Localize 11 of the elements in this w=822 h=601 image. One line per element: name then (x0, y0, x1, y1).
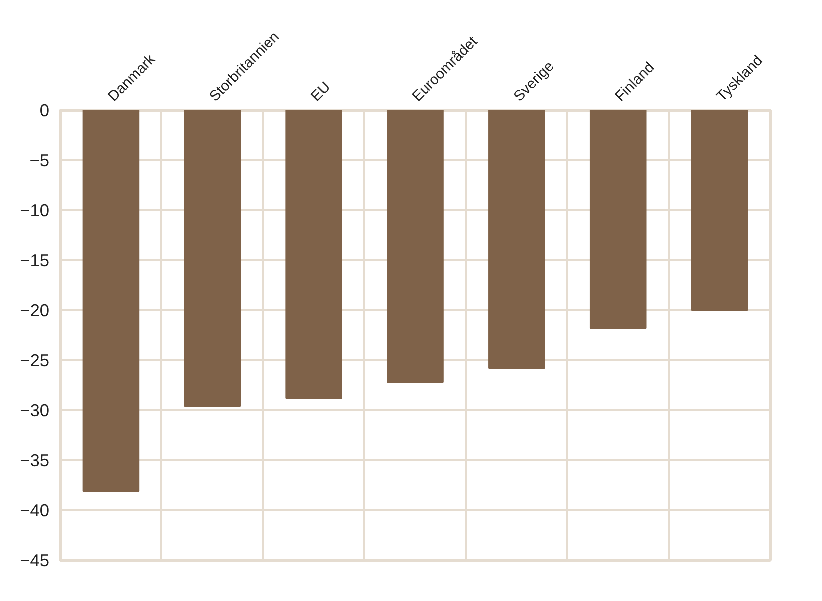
y-tick-label: −45 (20, 550, 50, 570)
y-tick-label: −40 (20, 500, 50, 520)
y-tick-label: 0 (40, 100, 50, 120)
x-tick-label: EU (308, 79, 334, 106)
y-tick-label: −5 (30, 150, 50, 170)
y-tick-label: −35 (20, 450, 50, 470)
y-tick-label: −20 (20, 300, 50, 320)
y-tick-label: −15 (20, 250, 50, 270)
y-tick-label: −10 (20, 200, 50, 220)
y-tick-label: −30 (20, 400, 50, 420)
y-tick-label: −25 (20, 350, 50, 370)
